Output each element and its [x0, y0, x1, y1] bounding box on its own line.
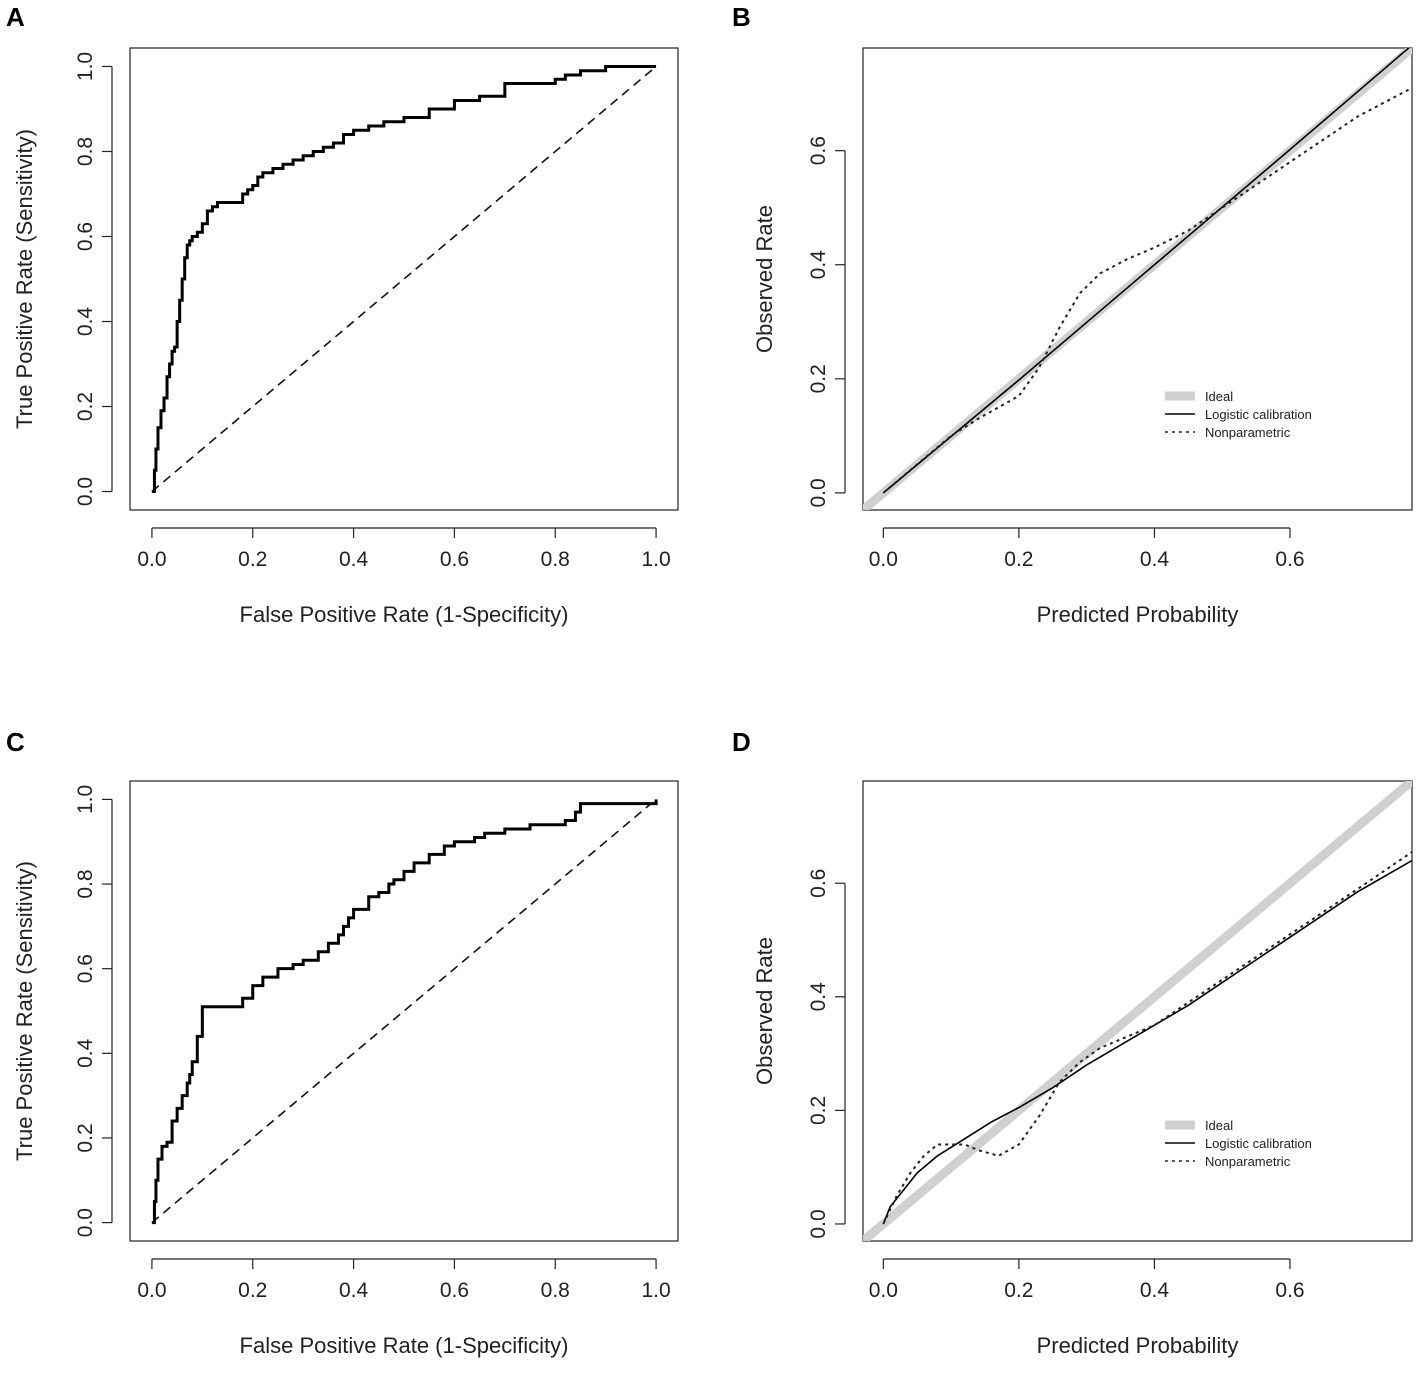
series-group: [151, 64, 657, 494]
y-tick-label: 0.2: [807, 1096, 830, 1125]
y-tick-label: 0.0: [807, 478, 830, 507]
legend-label: Ideal: [1205, 1118, 1233, 1133]
legend-label: Logistic calibration: [1205, 1136, 1312, 1151]
y-tick-label: 0.6: [807, 136, 830, 165]
panel-b: B 0.0 0.2 0.4 0.6 0.0 0.2 0.4 0.6 Predicted Prob…: [708, 0, 1417, 685]
y-tick-label: 0.8: [74, 137, 97, 166]
series-group: [151, 798, 658, 1225]
plot-frame: [129, 47, 679, 511]
x-tick-label: 0.6: [1275, 548, 1304, 571]
roc-curve: [151, 799, 658, 1225]
nonparametric-line: [882, 87, 1412, 494]
x-tick-label: 0.4: [1140, 548, 1170, 571]
x-tick-label: 0.6: [440, 548, 469, 571]
x-tick-label: 0.0: [869, 1279, 898, 1302]
y-tick-label: 0.0: [807, 1209, 830, 1238]
roc-curve: [151, 64, 657, 494]
logistic-calibration-line: [882, 48, 1410, 494]
y-axis-label: Observed Rate: [752, 937, 777, 1085]
series-group: [863, 781, 1412, 1241]
panel-label: A: [6, 2, 25, 32]
y-tick-label: 0.2: [74, 392, 97, 421]
x-tick-label: 1.0: [641, 548, 670, 571]
x-tick-label: 0.6: [1275, 1279, 1304, 1302]
x-axis-label: Predicted Probability: [1037, 1333, 1239, 1358]
panel-a: A 0.0 0.2 0.4 0.6 0.8 1.0 0.0 0.2 0.4 0.6 0.8 1.0 Fa…: [0, 0, 708, 685]
y-tick-label: 0.4: [807, 250, 830, 280]
y-axis-label: True Positive Rate (Sensitivity): [12, 129, 37, 429]
chart-a: 0.0 0.2 0.4 0.6 0.8 1.0 0.0 0.2 0.4 0.6 0.8 1.0 Fals…: [12, 47, 679, 627]
x-tick-label: 0.2: [238, 1279, 267, 1302]
x-tick-label: 0.0: [869, 548, 898, 571]
panel-label: B: [732, 2, 751, 32]
x-axis-label: False Positive Rate (1-Specificity): [240, 602, 569, 627]
panel-d: D 0.0 0.2 0.4 0.6 0.0 0.2 0.4 0.6 Predicted Prob…: [708, 685, 1417, 1371]
y-tick-label: 0.0: [74, 1208, 97, 1237]
chart-c: 0.0 0.2 0.4 0.6 0.8 1.0 0.0 0.2 0.4 0.6 0.8 1.0 Fals…: [12, 780, 679, 1358]
reference-line: [151, 65, 657, 493]
legend-label: Nonparametric: [1205, 1154, 1291, 1169]
x-tick-label: 0.0: [137, 1279, 166, 1302]
y-tick-label: 0.2: [807, 364, 830, 393]
y-tick-label: 0.6: [807, 869, 830, 898]
y-tick-label: 0.4: [807, 982, 830, 1012]
nonparametric-line: [882, 851, 1412, 1225]
panel-label: D: [732, 727, 751, 757]
x-axis-label: Predicted Probability: [1037, 602, 1239, 627]
x-tick-label: 0.2: [238, 548, 267, 571]
panel-c: C 0.0 0.2 0.4 0.6 0.8 1.0 0.0 0.2 0.4 0.6 0.8 1.0 Fa…: [0, 685, 708, 1371]
plot-frame: [862, 780, 1413, 1242]
y-tick-label: 0.4: [74, 307, 97, 337]
y-axis-label: True Positive Rate (Sensitivity): [12, 861, 37, 1161]
legend-label: Nonparametric: [1205, 425, 1291, 440]
y-tick-label: 1.0: [74, 52, 97, 81]
chart-b: 0.0 0.2 0.4 0.6 0.0 0.2 0.4 0.6 Predicted Probab…: [752, 47, 1413, 627]
x-tick-label: 0.8: [541, 1279, 570, 1302]
x-tick-label: 0.0: [137, 548, 166, 571]
plot-frame: [129, 780, 679, 1242]
plot-frame: [862, 47, 1413, 511]
reference-line: [151, 798, 657, 1224]
x-tick-label: 0.4: [1140, 1279, 1170, 1302]
chart-d: 0.0 0.2 0.4 0.6 0.0 0.2 0.4 0.6 Predicted Probab…: [752, 780, 1413, 1358]
y-tick-label: 0.6: [74, 222, 97, 251]
legend-label: Ideal: [1205, 389, 1233, 404]
series-group: [863, 48, 1412, 510]
ideal-line: [863, 781, 1412, 1241]
y-axis-label: Observed Rate: [752, 205, 777, 353]
x-tick-label: 0.2: [1004, 548, 1033, 571]
panel-label: C: [6, 727, 25, 757]
y-tick-label: 0.2: [74, 1123, 97, 1152]
x-tick-label: 0.8: [541, 548, 570, 571]
x-tick-label: 0.4: [339, 1279, 369, 1302]
y-tick-label: 0.8: [74, 869, 97, 898]
y-tick-label: 0.0: [74, 477, 97, 506]
x-tick-label: 1.0: [641, 1279, 670, 1302]
y-tick-label: 1.0: [74, 785, 97, 814]
logistic-calibration-line: [882, 859, 1412, 1225]
y-tick-label: 0.6: [74, 954, 97, 983]
x-tick-label: 0.2: [1004, 1279, 1033, 1302]
x-axis-label: False Positive Rate (1-Specificity): [240, 1333, 569, 1358]
legend-label: Logistic calibration: [1205, 407, 1312, 422]
x-tick-label: 0.4: [339, 548, 369, 571]
y-tick-label: 0.4: [74, 1038, 97, 1068]
x-tick-label: 0.6: [440, 1279, 469, 1302]
